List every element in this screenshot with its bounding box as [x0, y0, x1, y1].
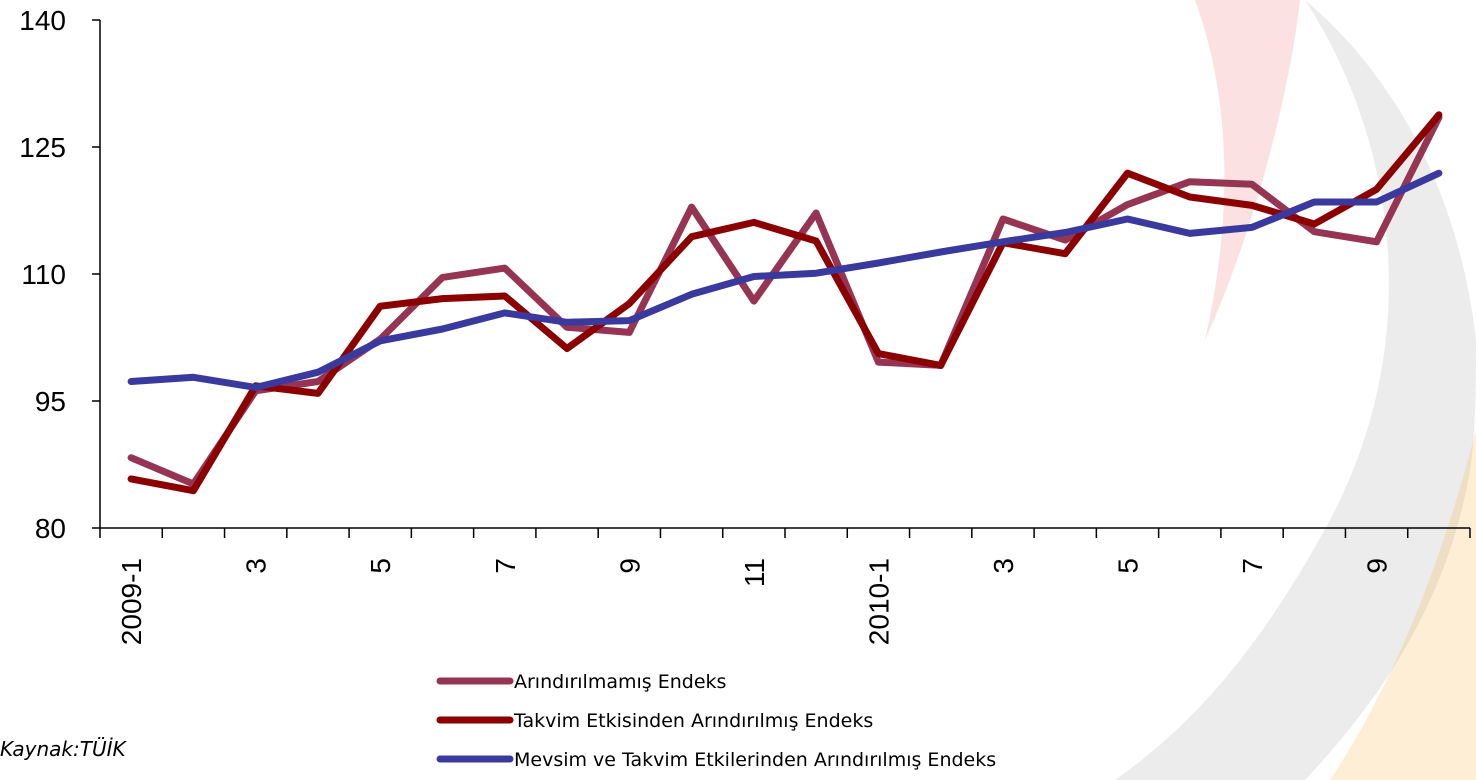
x-tick-label: 2009-1	[116, 558, 147, 645]
x-tick-label: 2010-1	[863, 558, 894, 645]
x-tick-label: 3	[241, 558, 272, 574]
x-tick-label: 5	[365, 558, 396, 574]
x-tick-label: 9	[1362, 558, 1393, 574]
legend-label-2: Takvim Etkisinden Arındırılmış Endeks	[513, 710, 873, 732]
series-line-1	[127, 113, 1443, 488]
series-line-2	[127, 111, 1443, 495]
y-tick-label: 125	[19, 132, 66, 163]
x-tick-label: 7	[1237, 558, 1268, 574]
y-tick-label: 110	[21, 259, 66, 290]
x-tick-label: 9	[614, 558, 645, 574]
x-tick-label: 3	[988, 558, 1019, 574]
logo-swoosh-orange	[1330, 430, 1476, 780]
series-line-3	[127, 169, 1443, 391]
legend: Arındırılmamış Endeks Takvim Etkisinden A…	[436, 671, 996, 771]
legend-label-3: Mevsim ve Takvim Etkilerinden Arındırılm…	[514, 749, 996, 771]
x-tick-label: 5	[1113, 558, 1144, 574]
y-tick-label: 140	[19, 5, 66, 36]
y-tick-label: 95	[35, 386, 66, 417]
y-tick-label: 80	[35, 513, 66, 544]
logo-swoosh-red	[1195, 0, 1300, 340]
x-tick-label: 7	[490, 558, 521, 574]
axes: 80 95 110 125 140 2009-1 3 5 7 9 11 2010-1 3 5 7 9	[19, 5, 1471, 645]
x-tick-label: 11	[739, 558, 770, 587]
legend-label-1: Arındırılmamış Endeks	[514, 671, 726, 693]
source-label: Kaynak:TÜİK	[0, 737, 126, 761]
series-lines	[127, 111, 1443, 495]
